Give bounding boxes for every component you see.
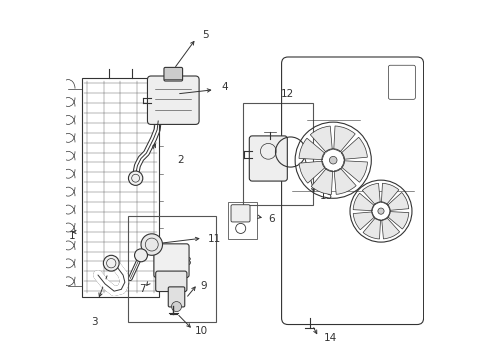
FancyBboxPatch shape: [147, 76, 199, 125]
Text: 8: 8: [184, 257, 191, 267]
Wedge shape: [363, 218, 381, 239]
Circle shape: [378, 208, 384, 214]
Wedge shape: [299, 138, 325, 159]
Text: 14: 14: [324, 333, 337, 343]
Wedge shape: [334, 168, 356, 194]
Wedge shape: [311, 168, 333, 194]
FancyBboxPatch shape: [156, 271, 187, 292]
Text: 1: 1: [69, 231, 75, 240]
Text: 13: 13: [320, 191, 334, 201]
Text: 3: 3: [92, 317, 98, 327]
Text: 12: 12: [281, 89, 294, 99]
FancyBboxPatch shape: [249, 136, 287, 181]
Wedge shape: [353, 212, 374, 230]
Text: 4: 4: [221, 82, 228, 92]
Text: 9: 9: [200, 281, 207, 291]
Bar: [128, 216, 216, 321]
Bar: [228, 202, 257, 239]
Wedge shape: [388, 193, 409, 210]
FancyBboxPatch shape: [164, 67, 183, 81]
FancyBboxPatch shape: [168, 287, 185, 307]
Wedge shape: [334, 126, 355, 152]
Text: 6: 6: [269, 215, 275, 224]
Wedge shape: [382, 217, 400, 239]
Circle shape: [103, 255, 119, 271]
FancyBboxPatch shape: [154, 244, 189, 278]
Text: 5: 5: [202, 30, 209, 40]
Bar: [82, 78, 159, 297]
Bar: [243, 103, 313, 205]
Text: 11: 11: [207, 234, 220, 244]
Text: 2: 2: [177, 155, 183, 165]
Text: 10: 10: [195, 325, 208, 336]
Circle shape: [329, 156, 337, 164]
Circle shape: [135, 249, 147, 262]
FancyBboxPatch shape: [231, 205, 250, 222]
Wedge shape: [341, 137, 368, 159]
Circle shape: [128, 171, 143, 185]
Circle shape: [172, 302, 181, 312]
Wedge shape: [362, 183, 380, 205]
Wedge shape: [299, 161, 325, 183]
Circle shape: [141, 234, 163, 255]
Wedge shape: [353, 193, 374, 211]
Wedge shape: [310, 126, 332, 152]
Wedge shape: [381, 183, 399, 204]
Wedge shape: [388, 212, 409, 229]
Text: 7: 7: [139, 284, 146, 294]
Wedge shape: [342, 161, 368, 182]
